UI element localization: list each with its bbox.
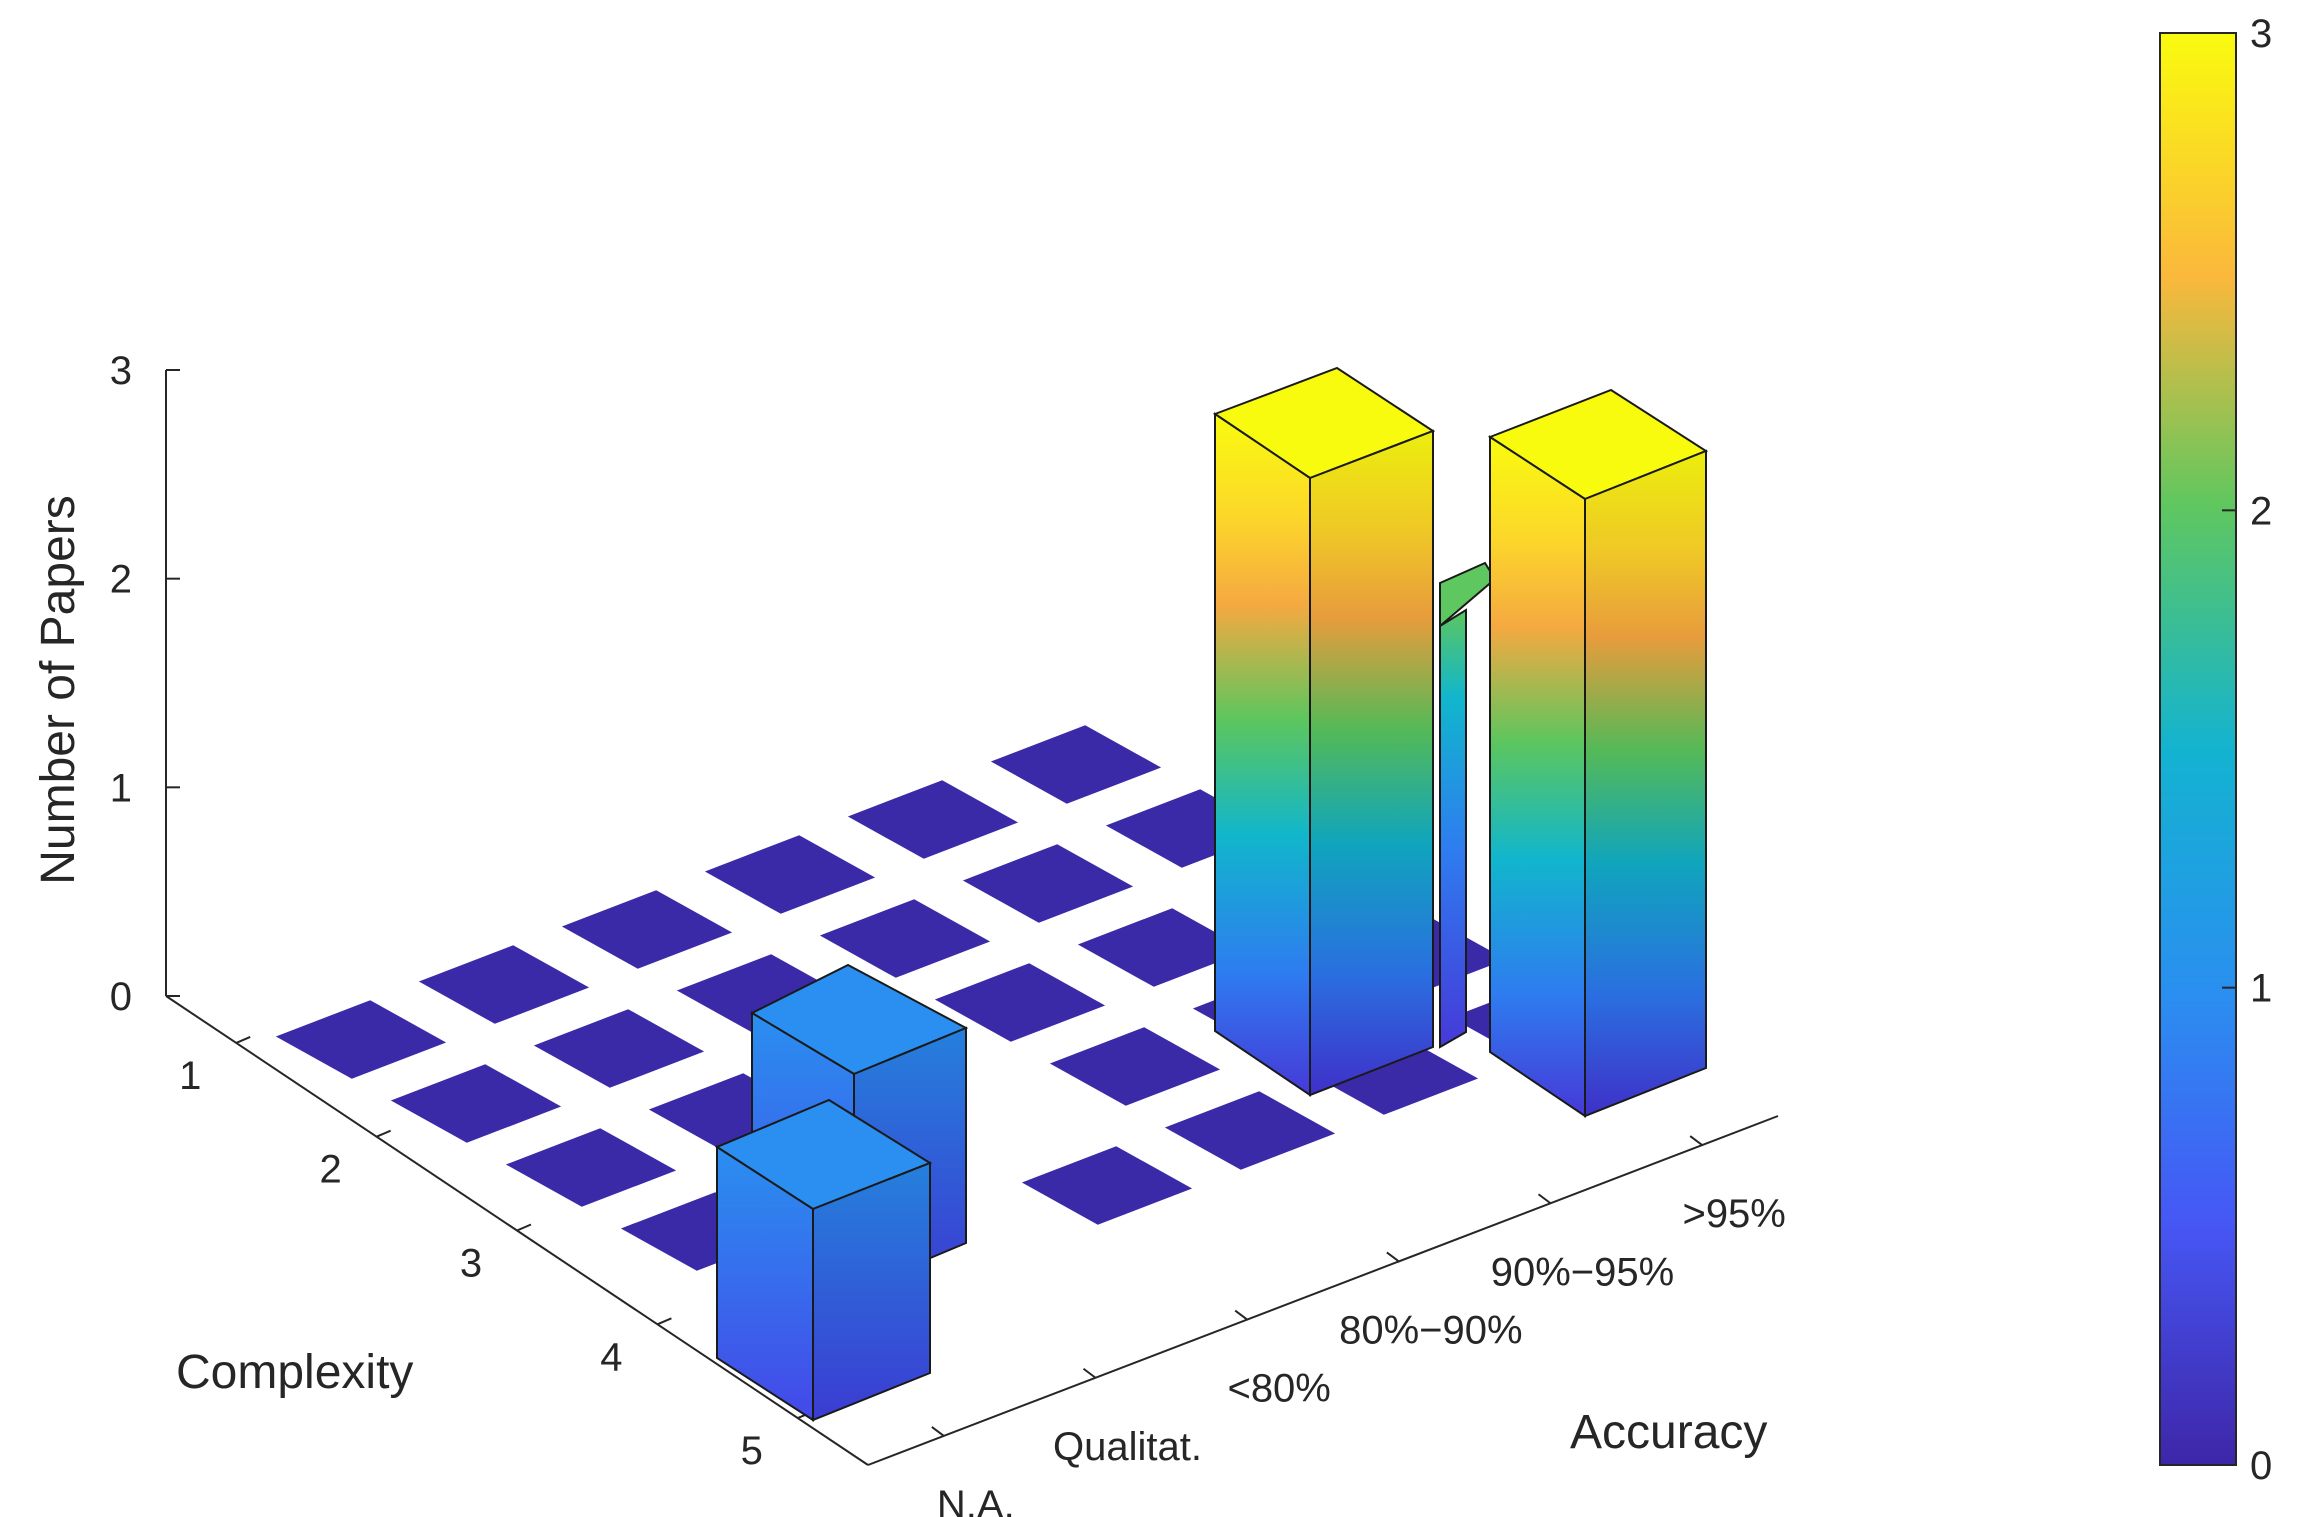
accuracy-axis-line xyxy=(867,1115,1779,1466)
bar-80-90-left xyxy=(1214,412,1311,1097)
accuracy-tick-label: >95% xyxy=(1682,1192,1785,1236)
floor-tile xyxy=(704,835,876,914)
accuracy-tick-mark xyxy=(1234,1309,1248,1321)
floor-tile xyxy=(962,844,1134,923)
accuracy-tick-label: <80% xyxy=(1227,1367,1330,1411)
floor-tile xyxy=(819,899,991,978)
complexity-tick-mark xyxy=(516,1223,532,1232)
floor-tile xyxy=(418,945,590,1024)
floor-tile xyxy=(1307,1036,1479,1115)
floor-tile xyxy=(1077,908,1249,987)
floor-tile xyxy=(1164,1091,1336,1170)
floor-tile xyxy=(990,725,1162,804)
bar-90-95-front xyxy=(1439,608,1467,1049)
z-axis-label: Number of Papers xyxy=(32,495,85,885)
accuracy-tick-mark xyxy=(1386,1251,1400,1263)
complexity-tick-mark xyxy=(376,1129,391,1138)
z-tick-label: 1 xyxy=(110,766,132,810)
complexity-tick-label: 1 xyxy=(179,1054,201,1098)
accuracy-tick-mark xyxy=(1082,1367,1097,1379)
complexity-ticks: 1 2 3 4 5 xyxy=(179,1035,813,1473)
floor-tile xyxy=(847,780,1019,859)
bar-80-90-right xyxy=(1309,429,1434,1097)
floor-tile xyxy=(934,963,1106,1042)
accuracy-tick-label: 90%−95% xyxy=(1491,1250,1674,1294)
floor-tile xyxy=(505,1128,677,1207)
colorbar-tick-label: 2 xyxy=(2250,489,2272,533)
complexity-tick-label: 5 xyxy=(741,1429,763,1473)
z-ticks: 0 1 2 3 xyxy=(110,349,180,1019)
accuracy-tick-mark xyxy=(1689,1135,1703,1146)
bar-c5-qualitat xyxy=(714,1098,933,1422)
floor-tile xyxy=(676,954,848,1033)
bar-gt95-right xyxy=(1584,449,1707,1118)
complexity-axis-label: Complexity xyxy=(176,1346,413,1399)
floor-tile xyxy=(533,1009,705,1088)
colorbar-tick-label: 0 xyxy=(2250,1444,2272,1488)
complexity-tick-mark xyxy=(235,1035,251,1044)
accuracy-tick-mark xyxy=(931,1426,945,1437)
accuracy-ticks: N.A. Qualitat. <80%80%−90% 90%−95%>95% xyxy=(931,1135,1786,1517)
bar-90-95 xyxy=(1439,561,1497,1049)
accuracy-tick-label: N.A. xyxy=(937,1483,1015,1517)
bar-90-95-top xyxy=(1439,561,1497,629)
floor-tile xyxy=(1049,1027,1221,1106)
accuracy-tick-label: 80%−90% xyxy=(1339,1308,1522,1352)
colorbar-ticks: 0 1 2 3 xyxy=(2222,12,2272,1488)
complexity-tick-mark xyxy=(657,1317,672,1326)
bar-gt95-left xyxy=(1489,435,1586,1118)
accuracy-tick-label: Qualitat. xyxy=(1053,1425,1202,1469)
z-tick-label: 2 xyxy=(110,558,132,602)
floor-tile xyxy=(1021,1146,1193,1225)
bar-c5-right xyxy=(812,1161,931,1422)
colorbar xyxy=(2159,32,2237,1466)
colorbar-tick-label: 3 xyxy=(2250,12,2272,56)
bar-gt95 xyxy=(1487,388,1709,1118)
z-tick-label: 0 xyxy=(110,975,132,1019)
complexity-tick-label: 4 xyxy=(600,1335,622,1379)
accuracy-axis-label: Accuracy xyxy=(1570,1406,1767,1459)
bar-80-90 xyxy=(1212,366,1436,1097)
complexity-tick-label: 2 xyxy=(319,1148,341,1192)
floor-tile xyxy=(390,1064,562,1143)
z-tick-label: 3 xyxy=(110,349,132,393)
complexity-tick-label: 3 xyxy=(460,1242,482,1286)
colorbar-tick-label: 1 xyxy=(2250,967,2272,1011)
floor-tile xyxy=(561,890,733,969)
floor-tile xyxy=(275,1000,447,1079)
accuracy-tick-mark xyxy=(1537,1193,1552,1205)
